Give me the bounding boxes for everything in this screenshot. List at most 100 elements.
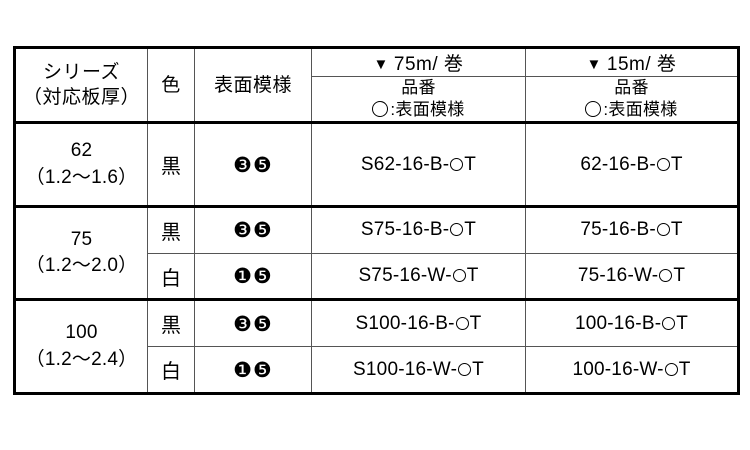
- hollow-circle-icon: [450, 157, 464, 171]
- header-series-line1: シリーズ: [42, 62, 121, 84]
- header-partno-15m: 品番 :表面模様: [525, 75, 739, 125]
- cell-partno-15m-prefix: 75-16-W-: [577, 265, 659, 287]
- cell-surface-pattern: ❸❺: [194, 299, 312, 348]
- table-row: 白 ❶❺ S100-16-W- T 100-16-W- T: [15, 346, 739, 394]
- table-body: 62 （1.2〜1.6）黒 ❸❺ S62-16-B- T 62-16-B- T 75 （1.2〜…: [14, 122, 739, 394]
- hollow-circle-icon: [585, 101, 602, 118]
- cell-surface-pattern: ❸❺: [194, 122, 312, 208]
- cell-partno-15m-suffix: T: [676, 312, 689, 334]
- triangle-down-icon: ▼: [586, 56, 602, 73]
- table-row: 白 ❶❺ S75-16-W- T 75-16-W- T: [15, 252, 739, 302]
- cell-partno-15m: 75-16-W- T: [525, 252, 739, 302]
- cell-partno-75m-suffix: T: [472, 358, 484, 380]
- cell-partno-75m: S75-16-B- T: [311, 205, 526, 254]
- cell-series: 75 （1.2〜2.0）: [14, 205, 148, 302]
- cell-partno-75m-prefix: S100-16-W-: [353, 358, 458, 380]
- table-row: 62 （1.2〜1.6） 黒 ❸❺ S62-16-B- T 62-16-B- T: [14, 122, 739, 208]
- cell-partno-75m-text: S100-16-B- T: [356, 313, 482, 334]
- cell-partno-15m-suffix: T: [678, 358, 691, 380]
- hollow-circle-icon: [664, 362, 678, 376]
- header-partno-75m-note: :表面模様: [390, 100, 465, 120]
- header-color-label: 色: [161, 74, 181, 96]
- cell-partno-15m-text: 100-16-B- T: [575, 313, 688, 334]
- header-partno-15m-note: :表面模様: [603, 100, 678, 120]
- cell-partno-75m: S100-16-B- T: [311, 299, 526, 348]
- header-roll-15m: ▼ 15m/ 巻: [525, 47, 739, 77]
- header-row-secondary: 品番 :表面模様 品番 :表面模様: [15, 75, 739, 125]
- cell-partno-15m-text: 75-16-W- T: [578, 265, 685, 286]
- cell-partno-15m-prefix: 100-16-B-: [574, 312, 662, 334]
- cell-color: 黒: [147, 122, 195, 208]
- table-header: シリーズ （対応板厚） 色 表面模様 ▼ 75m/ 巻 ▼ 15m/ 巻 品: [14, 46, 739, 125]
- cell-color: 白: [147, 346, 195, 394]
- hollow-circle-icon: [458, 362, 472, 376]
- cell-partno-15m-suffix: T: [670, 153, 683, 175]
- series-thickness: （1.2〜2.4）: [25, 348, 138, 370]
- header-surface-pattern: 表面模様: [194, 46, 312, 125]
- cell-partno-75m-prefix: S62-16-B-: [360, 153, 450, 175]
- cell-color: 黒: [147, 299, 195, 348]
- cell-series: 100 （1.2〜2.4）: [14, 299, 148, 394]
- header-surface-pattern-label: 表面模様: [213, 74, 292, 96]
- cell-partno-75m-prefix: S75-16-W-: [358, 265, 452, 287]
- header-roll-75m: ▼ 75m/ 巻: [311, 47, 526, 77]
- cell-partno-75m-text: S100-16-W- T: [353, 359, 484, 380]
- series-name: 75: [70, 228, 93, 250]
- product-specification-table: シリーズ （対応板厚） 色 表面模様 ▼ 75m/ 巻 ▼ 15m/ 巻 品: [13, 46, 740, 395]
- hollow-circle-icon: [656, 223, 670, 237]
- header-partno-75m-line2: :表面模様: [312, 99, 525, 121]
- header-roll-75m-label: 75m/ 巻: [393, 54, 464, 75]
- specification-table-container: シリーズ （対応板厚） 色 表面模様 ▼ 75m/ 巻 ▼ 15m/ 巻 品: [13, 46, 740, 395]
- cell-partno-75m-suffix: T: [466, 265, 479, 287]
- hollow-circle-icon: [662, 316, 676, 330]
- header-series-line2: （対応板厚）: [22, 87, 140, 109]
- cell-partno-15m-text: 75-16-B- T: [580, 219, 682, 240]
- cell-partno-75m-suffix: T: [464, 153, 477, 175]
- cell-partno-15m-text: 62-16-B- T: [580, 154, 682, 175]
- series-name: 62: [70, 140, 93, 162]
- cell-surface-pattern: ❸❺: [194, 205, 312, 254]
- cell-partno-15m-prefix: 100-16-W-: [572, 358, 664, 380]
- table-row: 100 （1.2〜2.4） 黒 ❸❺ S100-16-B- T 100-16-B- T: [14, 299, 739, 394]
- hollow-circle-icon: [452, 269, 466, 283]
- cell-partno-15m: 100-16-W- T: [525, 346, 739, 394]
- cell-partno-15m: 75-16-B- T: [525, 205, 739, 254]
- cell-partno-75m: S62-16-B- T: [311, 122, 526, 208]
- hollow-circle-icon: [455, 316, 469, 330]
- triangle-down-icon: ▼: [373, 56, 389, 73]
- cell-surface-pattern: ❶❺: [194, 252, 312, 302]
- header-roll-15m-label: 15m/ 巻: [606, 54, 677, 75]
- header-color: 色: [147, 46, 195, 125]
- cell-partno-15m: 100-16-B- T: [525, 299, 739, 348]
- cell-partno-75m-text: S75-16-W- T: [358, 265, 478, 286]
- series-name: 100: [65, 322, 98, 344]
- hollow-circle-icon: [659, 269, 673, 283]
- cell-partno-75m-suffix: T: [469, 312, 482, 334]
- cell-surface-pattern: ❶❺: [194, 346, 312, 394]
- series-thickness: （1.2〜1.6）: [25, 166, 138, 188]
- cell-partno-15m-text: 100-16-W- T: [572, 359, 690, 380]
- cell-partno-75m: S75-16-W- T: [311, 252, 526, 302]
- cell-color: 黒: [147, 205, 195, 254]
- cell-partno-15m: 62-16-B- T: [525, 122, 739, 208]
- hollow-circle-icon: [656, 157, 670, 171]
- header-partno-15m-line1: 品番: [614, 78, 649, 97]
- cell-partno-15m-suffix: T: [670, 219, 683, 241]
- cell-partno-75m-text: S62-16-B- T: [361, 154, 476, 175]
- header-partno-75m: 品番 :表面模様: [311, 75, 526, 125]
- cell-partno-15m-prefix: 75-16-B-: [580, 219, 656, 241]
- cell-partno-75m-prefix: S75-16-B-: [360, 219, 450, 241]
- cell-partno-15m-suffix: T: [673, 265, 686, 287]
- cell-partno-15m-prefix: 62-16-B-: [580, 153, 656, 175]
- table-row: 75 （1.2〜2.0） 黒 ❸❺ S75-16-B- T 75-16-B- T: [14, 205, 739, 302]
- header-partno-75m-line1: 品番: [401, 78, 436, 97]
- header-series: シリーズ （対応板厚）: [14, 46, 148, 125]
- cell-partno-75m-text: S75-16-B- T: [361, 219, 476, 240]
- cell-series: 62 （1.2〜1.6）: [14, 122, 148, 208]
- cell-partno-75m-prefix: S100-16-B-: [355, 312, 455, 334]
- cell-partno-75m: S100-16-W- T: [311, 346, 526, 394]
- header-row-primary: シリーズ （対応板厚） 色 表面模様 ▼ 75m/ 巻 ▼ 15m/ 巻: [14, 46, 739, 125]
- hollow-circle-icon: [450, 223, 464, 237]
- cell-color: 白: [147, 252, 195, 302]
- series-thickness: （1.2〜2.0）: [25, 255, 138, 277]
